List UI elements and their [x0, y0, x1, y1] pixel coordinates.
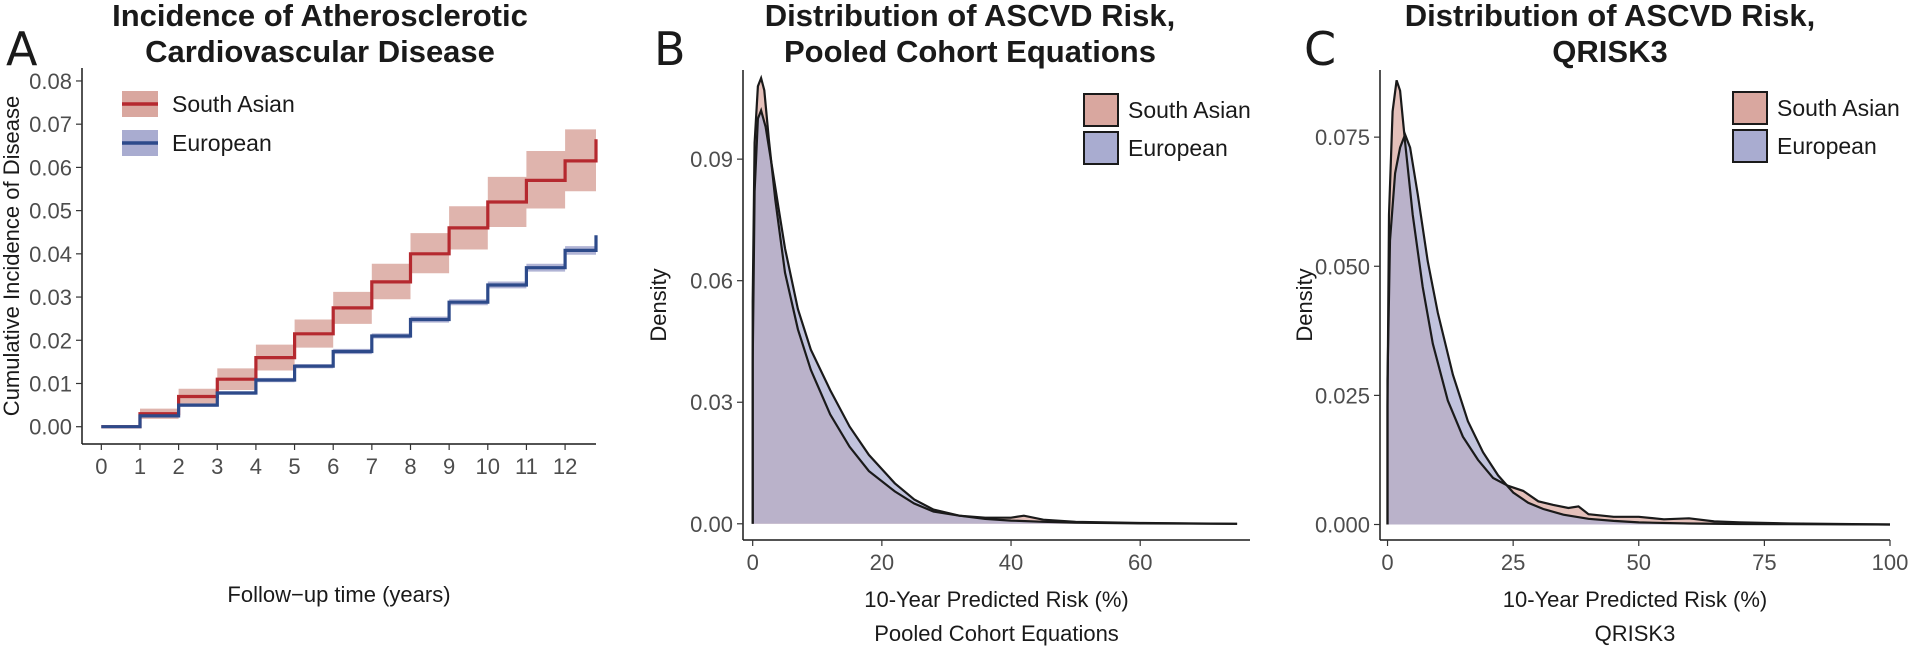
panel-a-title-line1: Incidence of Atherosclerotic — [112, 0, 528, 33]
panel-c-title: Distribution of ASCVD Risk, QRISK3 — [1370, 0, 1850, 70]
c-x-tick-label: 50 — [1627, 550, 1651, 575]
panel-b-title-line2: Pooled Cohort Equations — [784, 34, 1156, 69]
b-legend-key-south-asian — [1083, 93, 1119, 127]
b-south-asian-density-outline — [751, 74, 1238, 525]
a-x-tick-label: 6 — [327, 454, 339, 479]
c-y-tick-label: 0.000 — [1315, 513, 1370, 538]
a-y-tick-label: 0.07 — [29, 112, 72, 137]
a-x-tick-label: 10 — [476, 454, 500, 479]
c-y-axis-title: Density — [1292, 268, 1317, 341]
a-y-tick-label: 0.00 — [29, 415, 72, 440]
a-x-tick-label: 1 — [134, 454, 146, 479]
a-y-tick-label: 0.08 — [29, 69, 72, 94]
c-y-tick-label: 0.025 — [1315, 383, 1370, 408]
a-x-tick-label: 3 — [211, 454, 223, 479]
panel-c-title-line2: QRISK3 — [1552, 34, 1668, 69]
a-y-tick-label: 0.02 — [29, 328, 72, 353]
a-x-axis-title: Follow−up time (years) — [227, 582, 450, 607]
a-y-tick-label: 0.06 — [29, 155, 72, 180]
panel-b-title-line1: Distribution of ASCVD Risk, — [764, 0, 1176, 33]
panel-c-title-line1: Distribution of ASCVD Risk, — [1404, 0, 1816, 33]
b-y-tick-label: 0.00 — [690, 512, 733, 537]
a-y-axis-title: Cumulative Incidence of Disease — [0, 96, 24, 416]
panel-b-title: Distribution of ASCVD Risk, Pooled Cohor… — [730, 0, 1210, 70]
a-x-tick-label: 7 — [366, 454, 378, 479]
a-x-tick-label: 0 — [95, 454, 107, 479]
a-x-tick-label: 2 — [172, 454, 184, 479]
chart-a-svg: 0.000.010.020.030.040.050.060.070.080 1 2 3… — [0, 68, 598, 607]
a-x-tick-label: 4 — [250, 454, 262, 479]
c-y-tick-label: 0.075 — [1315, 125, 1370, 150]
b-y-tick-label: 0.06 — [690, 269, 733, 294]
panel-b: B Distribution of ASCVD Risk, Pooled Coh… — [640, 0, 1290, 652]
a-y-tick-label: 0.05 — [29, 199, 72, 224]
panel-a: A Incidence of Atherosclerotic Cardiovas… — [0, 0, 600, 652]
chart-c-svg: 0.000 0.025 0.050 0.075 0 25 50 75 100 Density 10-… — [1292, 70, 1909, 646]
a-south-asian-line — [101, 139, 598, 429]
b-european-density-outline — [751, 107, 1238, 525]
b-x-axis-title: 10-Year Predicted Risk (%) — [864, 587, 1129, 612]
c-legend-key-south-asian — [1732, 91, 1768, 125]
a-x-tick-label: 8 — [404, 454, 416, 479]
a-european-line — [101, 235, 598, 429]
b-y-axis-title: Density — [646, 268, 671, 341]
panel-c-label: C — [1304, 22, 1337, 76]
c-european-density-outline — [1386, 131, 1891, 526]
c-legend-key-european — [1732, 129, 1768, 163]
b-legend-label-south-asian: South Asian — [1128, 97, 1251, 123]
c-legend-label-european: European — [1777, 133, 1877, 159]
b-y-tick-label: 0.03 — [690, 390, 733, 415]
c-x-tick-label: 25 — [1501, 550, 1525, 575]
b-x-tick-label: 60 — [1128, 550, 1152, 575]
c-x-axis-title: 10-Year Predicted Risk (%) — [1503, 587, 1768, 612]
c-x-tick-label: 75 — [1752, 550, 1776, 575]
b-x-axis-subtitle: Pooled Cohort Equations — [874, 621, 1119, 646]
b-legend-label-european: European — [1128, 135, 1228, 161]
c-x-tick-label: 0 — [1381, 550, 1393, 575]
a-legend-label-south-asian: South Asian — [172, 91, 295, 117]
panel-a-title-line2: Cardiovascular Disease — [145, 34, 495, 69]
panel-b-label: B — [654, 22, 686, 76]
a-x-tick-label: 11 — [515, 454, 538, 479]
a-x-tick-label: 9 — [443, 454, 455, 479]
panel-c: C Distribution of ASCVD Risk, QRISK3 0.0… — [1290, 0, 1920, 652]
chart-b-svg: 0.00 0.03 0.06 0.09 0 20 40 60 Density 10-Year Pr… — [646, 70, 1251, 646]
a-y-tick-label: 0.04 — [29, 242, 72, 267]
b-x-tick-label: 20 — [870, 550, 894, 575]
b-y-tick-label: 0.09 — [690, 147, 733, 172]
panel-a-label: A — [6, 22, 38, 76]
b-legend-key-european — [1083, 131, 1119, 165]
c-x-axis-subtitle: QRISK3 — [1595, 621, 1676, 646]
c-european-density-area — [1387, 134, 1890, 525]
c-x-tick-label: 100 — [1872, 550, 1909, 575]
a-y-tick-label: 0.03 — [29, 285, 72, 310]
b-european-density-area — [752, 110, 1238, 524]
a-x-tick-label: 5 — [288, 454, 300, 479]
panel-a-title: Incidence of Atherosclerotic Cardiovascu… — [60, 0, 580, 70]
a-x-tick-label: 12 — [553, 454, 577, 479]
a-legend-label-european: European — [172, 130, 272, 156]
a-y-tick-label: 0.01 — [29, 371, 72, 396]
a-european-ci-band — [101, 230, 597, 427]
b-x-tick-label: 40 — [999, 550, 1023, 575]
c-legend-label-south-asian: South Asian — [1777, 95, 1900, 121]
b-x-tick-label: 0 — [747, 550, 759, 575]
c-south-asian-density-outline — [1386, 79, 1891, 526]
c-y-tick-label: 0.050 — [1315, 254, 1370, 279]
